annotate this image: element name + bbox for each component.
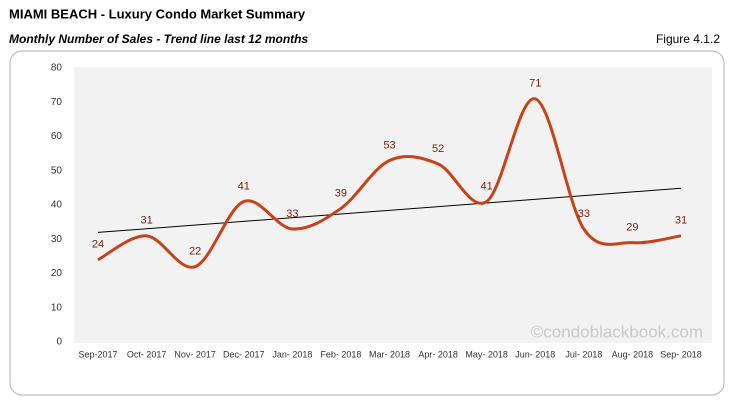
y-tick-label: 40 xyxy=(51,200,63,211)
x-tick-label: Nov- 2017 xyxy=(174,349,216,359)
x-tick-label: Jul- 2018 xyxy=(565,349,602,359)
value-label: 29 xyxy=(626,222,638,234)
value-label: 41 xyxy=(481,180,493,192)
x-tick-label: Apr- 2018 xyxy=(418,349,458,359)
value-label: 41 xyxy=(238,180,250,192)
x-tick-label: Feb- 2018 xyxy=(320,349,361,359)
x-tick-label: Mar- 2018 xyxy=(369,349,410,359)
value-label: 31 xyxy=(675,215,687,227)
figure-label: Figure 4.1.2 xyxy=(656,32,720,46)
chart-subtitle: Monthly Number of Sales - Trend line las… xyxy=(9,32,308,46)
y-tick-label: 50 xyxy=(51,165,63,176)
value-label: 71 xyxy=(529,78,541,90)
x-tick-label: Jan- 2018 xyxy=(272,349,312,359)
trend-line xyxy=(97,187,682,233)
value-label: 31 xyxy=(140,215,152,227)
y-tick-label: 60 xyxy=(51,131,63,142)
y-tick-label: 30 xyxy=(51,234,63,245)
chart-title: MIAMI BEACH - Luxury Condo Market Summar… xyxy=(9,6,306,21)
value-label: 24 xyxy=(92,239,104,251)
y-tick-label: 70 xyxy=(51,97,63,108)
value-label: 33 xyxy=(578,208,590,220)
y-tick-label: 10 xyxy=(51,302,63,313)
y-tick-label: 20 xyxy=(51,268,63,279)
x-tick-label: Aug- 2018 xyxy=(612,349,654,359)
y-tick-label: 0 xyxy=(56,337,62,348)
series-line xyxy=(97,97,682,269)
plot-area xyxy=(74,67,712,343)
x-tick-label: Sep- 2018 xyxy=(660,349,702,359)
value-label: 22 xyxy=(189,246,201,258)
x-tick-label: Jun- 2018 xyxy=(515,349,555,359)
value-label: 53 xyxy=(383,139,395,151)
value-label: 33 xyxy=(286,208,298,220)
x-tick-label: Dec- 2017 xyxy=(223,349,265,359)
x-tick-label: Oct- 2017 xyxy=(127,349,167,359)
y-tick-label: 80 xyxy=(51,63,63,74)
value-label: 52 xyxy=(432,143,444,155)
x-tick-label: May- 2018 xyxy=(465,349,508,359)
x-tick-label: Sep-2017 xyxy=(78,349,117,359)
watermark: ©condoblackbook.com xyxy=(531,322,703,341)
value-label: 39 xyxy=(335,187,347,199)
